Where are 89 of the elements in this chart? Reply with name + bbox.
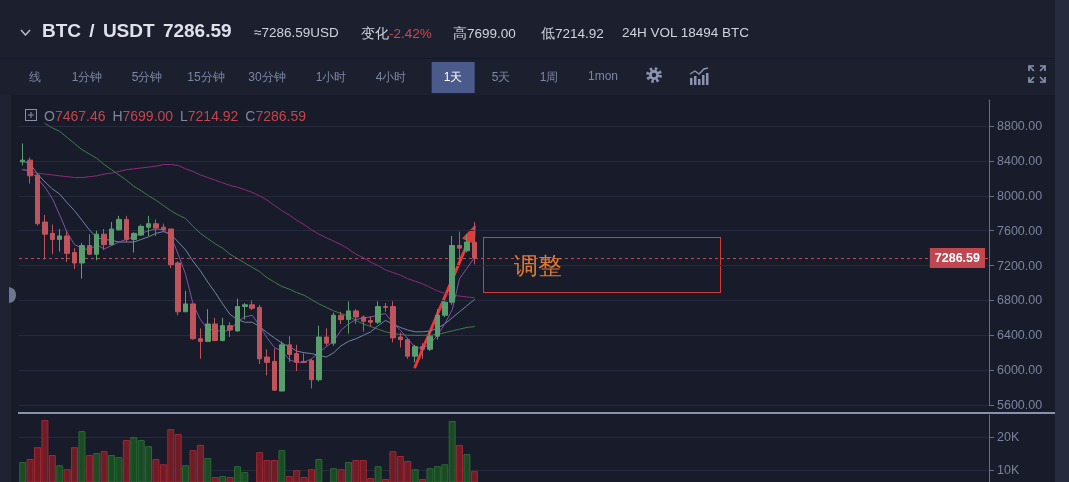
candlestick [472, 221, 477, 265]
candlestick [116, 215, 122, 232]
line-series [44, 123, 475, 336]
candlestick [153, 218, 159, 237]
text: 5分钟 [131, 69, 163, 86]
y-tick-label: 8800.00 [997, 119, 1043, 134]
y-tick-label: 6000.00 [997, 363, 1043, 378]
candlestick [383, 302, 388, 313]
candlestick [35, 172, 40, 226]
candlestick [420, 342, 425, 360]
candlestick [264, 348, 270, 376]
candlestick [257, 304, 262, 365]
y-tick-label: 7200.00 [997, 258, 1043, 273]
annotation: O7467.46 H7699.00 L7214.92 C7286.59 [44, 108, 307, 124]
y-tick-label: 6400.00 [997, 328, 1043, 343]
candlestick [427, 331, 433, 352]
candlestick [50, 224, 55, 255]
candlestick [412, 344, 418, 363]
text: 24H VOL 18494 BTC [622, 25, 750, 40]
text: 1分钟 [71, 69, 103, 86]
candlestick [57, 228, 62, 253]
candlestick [79, 242, 85, 280]
y-tick-label: 10K [997, 462, 1020, 477]
candlestick [190, 303, 196, 341]
y-tick-label: 8000.00 [997, 188, 1043, 203]
text: 1mon [587, 69, 619, 83]
candlestick [146, 215, 151, 237]
candlestick [220, 317, 225, 342]
candlestick [42, 214, 48, 260]
candlestick [64, 230, 70, 263]
candlestick [361, 314, 366, 333]
candlestick [435, 308, 440, 341]
candlestick [316, 325, 322, 382]
candlestick [101, 228, 107, 251]
y-tick-label: 20K [997, 430, 1020, 444]
candlestick [249, 299, 255, 311]
text: 5天 [491, 69, 511, 86]
candlestick [398, 332, 403, 348]
text: 低7214.92 [541, 26, 604, 41]
text: 变化-2.42% [361, 26, 432, 41]
candlestick [94, 230, 99, 261]
text: 线 [29, 69, 41, 86]
candlestick [464, 233, 470, 253]
candlestick [390, 300, 396, 343]
candlestick [338, 311, 344, 325]
candlestick [294, 344, 299, 372]
candlestick [353, 308, 359, 325]
candlestick [205, 308, 211, 342]
candlestick [27, 157, 33, 185]
candlestick [346, 300, 351, 335]
candlestick [405, 337, 410, 360]
candlestick [279, 340, 285, 392]
candlestick [212, 317, 218, 342]
text: 4小时 [375, 69, 407, 86]
candlestick [72, 247, 77, 270]
candlestick [198, 327, 203, 360]
y-tick-label: 8400.00 [997, 154, 1043, 168]
candlestick [375, 300, 381, 325]
text: 30分钟 [248, 69, 286, 86]
text: 15分钟 [187, 69, 225, 86]
candlestick [87, 233, 92, 256]
candlestick [324, 327, 329, 347]
text: ≈7286.59USD [254, 25, 339, 40]
text: 高7699.00 [453, 26, 516, 41]
chart-title: BTC / USDT 7286.59 [42, 20, 232, 42]
candlestick [287, 335, 292, 363]
candlestick [161, 223, 166, 233]
text: 1小时 [315, 69, 347, 86]
candlestick [331, 312, 336, 347]
text: 1周 [539, 69, 559, 86]
candlestick [309, 358, 314, 389]
y-tick-label: 5600.00 [997, 398, 1043, 412]
y-tick-label: 6800.00 [997, 293, 1043, 308]
y-tick-label: 7600.00 [997, 223, 1043, 238]
candlestick [272, 347, 277, 392]
line-series [22, 163, 475, 299]
candlestick [227, 321, 233, 338]
ref-line-label: 7286.59 [934, 251, 981, 266]
candlestick [242, 302, 248, 321]
candlestick [183, 290, 188, 313]
candlestick [368, 315, 373, 328]
text: 1天 [431, 62, 475, 93]
candlestick [124, 215, 129, 243]
candlestick [20, 143, 25, 166]
candlestick [301, 353, 307, 364]
candlestick [235, 298, 240, 333]
candlestick [109, 221, 114, 247]
annotation: 调整 [514, 252, 562, 281]
candlestick [457, 231, 462, 267]
